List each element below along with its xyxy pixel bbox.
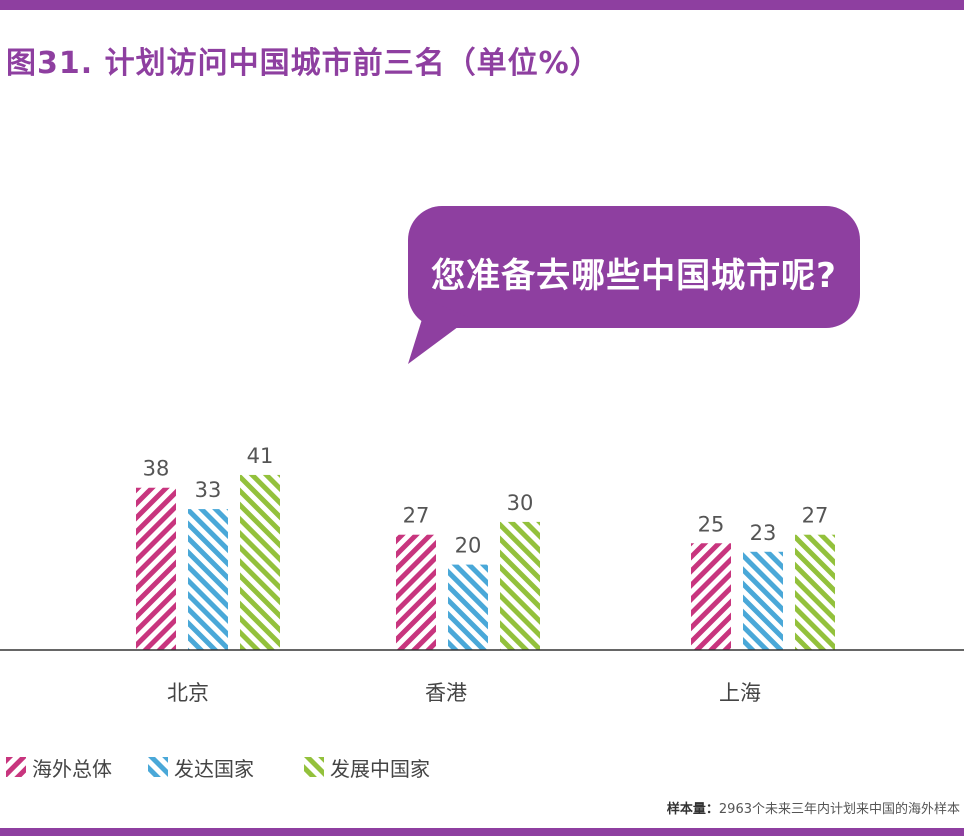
value-label-developing-0: 41 xyxy=(247,444,274,468)
callout-text: 您准备去哪些中国城市呢? xyxy=(431,255,837,296)
legend-swatch-developing xyxy=(304,757,324,777)
legend-label-developing: 发展中国家 xyxy=(330,756,430,781)
value-label-developed-1: 20 xyxy=(455,534,482,558)
sample-size-label: 样本量： xyxy=(666,802,719,817)
value-label-overall-2: 25 xyxy=(698,512,725,536)
legend-label-developed: 发达国家 xyxy=(174,756,254,781)
value-label-developing-2: 27 xyxy=(802,504,829,528)
bar-developed-2 xyxy=(743,551,783,650)
value-label-developed-0: 33 xyxy=(195,478,222,502)
legend: 海外总体 发达国家 发展中国家 xyxy=(0,752,964,782)
category-label-2: 上海 xyxy=(719,681,761,705)
bar-overall-1 xyxy=(396,534,436,650)
bar-developing-0 xyxy=(240,474,280,650)
legend-swatch-developed xyxy=(148,757,168,777)
sample-size-note: 样本量：2963个未来三年内计划来中国的海外样本 xyxy=(667,798,960,817)
bar-developed-0 xyxy=(188,509,228,650)
legend-swatch-overall xyxy=(6,757,26,777)
legend-item-developed: 发达国家 xyxy=(148,752,254,782)
bar-developing-1 xyxy=(500,521,540,650)
value-label-overall-1: 27 xyxy=(403,504,430,528)
bar-developed-1 xyxy=(448,564,488,650)
value-label-developing-1: 30 xyxy=(507,491,534,515)
value-label-developed-2: 23 xyxy=(750,521,777,545)
legend-item-overall: 海外总体 xyxy=(6,752,112,782)
legend-label-overall: 海外总体 xyxy=(32,756,112,781)
bar-overall-2 xyxy=(691,543,731,650)
legend-item-developing: 发展中国家 xyxy=(304,752,430,782)
category-label-1: 香港 xyxy=(425,681,467,705)
chart-title: 图31. 计划访问中国城市前三名（单位%） xyxy=(6,46,601,81)
speech-bubble xyxy=(408,206,860,364)
sample-size-text: 2963个未来三年内计划来中国的海外样本 xyxy=(718,802,960,817)
value-label-overall-0: 38 xyxy=(143,457,170,481)
category-label-0: 北京 xyxy=(167,681,209,705)
bottom-accent-bar xyxy=(0,828,964,836)
bar-developing-2 xyxy=(795,534,835,650)
top-accent-bar xyxy=(0,0,964,10)
bar-overall-0 xyxy=(136,487,176,650)
